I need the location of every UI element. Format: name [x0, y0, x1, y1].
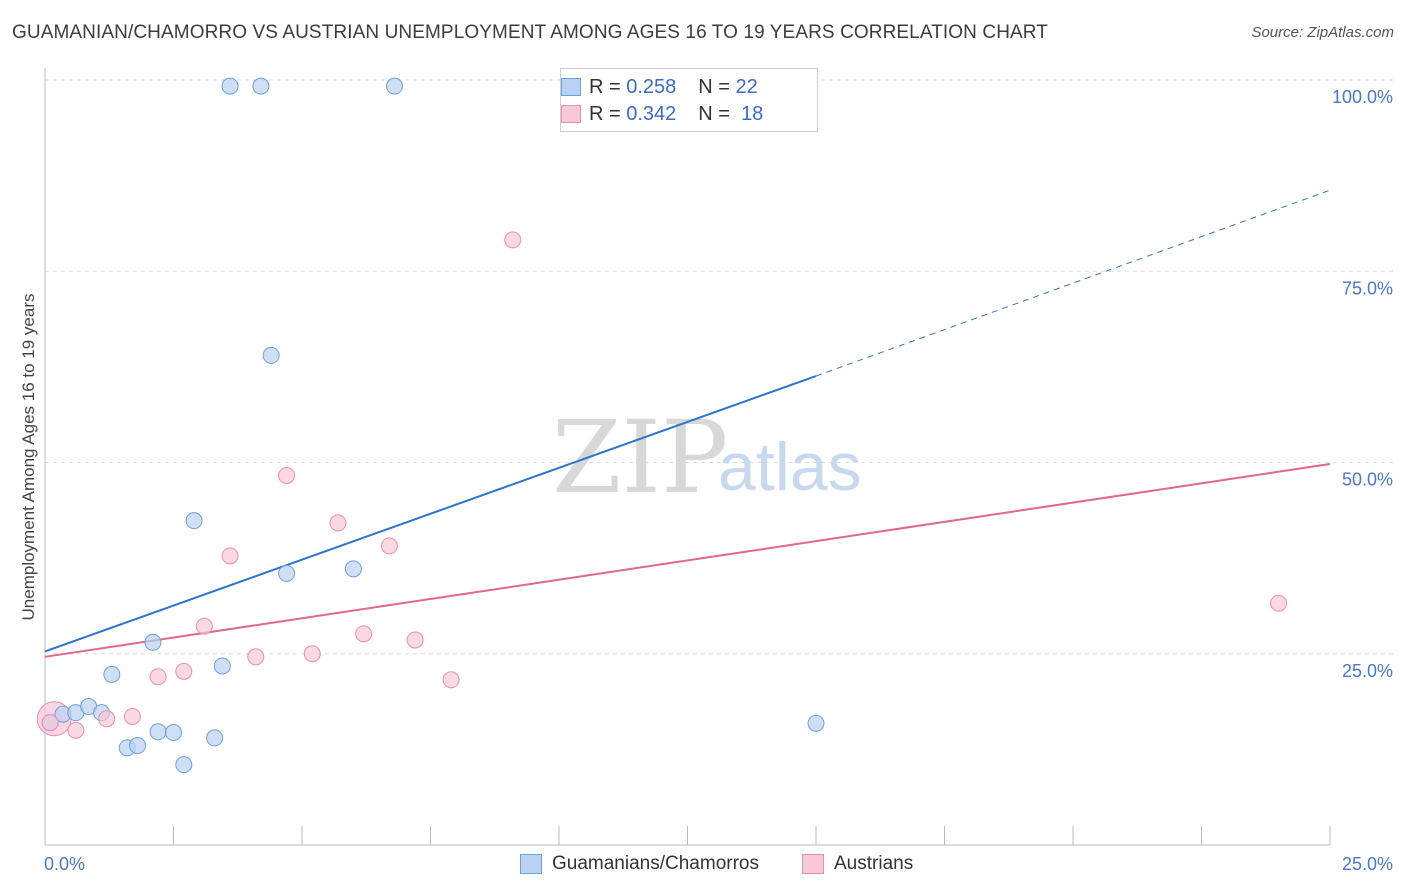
data-point-guamanians [386, 77, 404, 95]
trend-line-guamanians-extension [815, 189, 1331, 377]
data-point-guamanians [213, 657, 231, 675]
data-point-austrians [329, 514, 347, 532]
data-point-austrians [221, 547, 239, 565]
data-point-guamanians [262, 346, 280, 364]
data-point-guamanians [129, 737, 147, 755]
grid-lines [45, 79, 1395, 655]
data-point-guamanians [344, 560, 362, 578]
data-point-guamanians [221, 77, 239, 95]
legend-swatch-blue [561, 78, 581, 96]
x-tick-label: 25.0% [1342, 854, 1393, 874]
series-name-austrians: Austrians [834, 853, 914, 874]
data-point-austrians [504, 231, 522, 249]
y-tick-label: 50.0% [1342, 470, 1393, 490]
legend-n-label: N = [698, 75, 730, 98]
trend-lines [44, 189, 1331, 658]
y-tick-label: 25.0% [1342, 661, 1393, 681]
legend-n-label: N = [698, 102, 730, 125]
data-point-austrians [175, 662, 193, 680]
legend-row-guamanians: R = 0.258 N = 22 [561, 75, 758, 99]
data-point-austrians [1270, 594, 1288, 612]
legend-n-value: 22 [735, 75, 758, 98]
trend-line-guamanians [44, 375, 817, 653]
tick-labels: 25.0% 50.0% 75.0% 100.0% 0.0% 25.0% [44, 87, 1393, 874]
series-legend-guamanians: Guamanians/Chamorros [520, 851, 759, 877]
series-name-guamanians: Guamanians/Chamorros [552, 853, 759, 874]
data-point-guamanians [144, 633, 162, 651]
data-point-austrians [303, 645, 321, 663]
data-point-austrians [123, 707, 141, 725]
data-point-austrians [355, 625, 373, 643]
data-point-guamanians [175, 756, 193, 774]
source-label: Source: ZipAtlas.com [1251, 24, 1394, 41]
legend-r-label: R = [589, 102, 621, 125]
data-point-austrians [406, 631, 424, 649]
data-point-austrians [98, 710, 116, 728]
legend-r-value: 0.342 [626, 102, 677, 125]
data-point-austrians [247, 648, 265, 666]
series-swatch-pink [802, 854, 824, 874]
legend-row-austrians: R = 0.342 N = 18 [561, 102, 764, 126]
legend-r-value: 0.258 [626, 75, 677, 98]
data-point-guamanians [252, 77, 270, 95]
data-point-guamanians [165, 724, 182, 742]
series-legend-austrians: Austrians [802, 851, 913, 877]
data-point-guamanians [103, 665, 121, 683]
series-swatch-blue [520, 854, 542, 874]
chart-title: GUAMANIAN/CHAMORRO VS AUSTRIAN UNEMPLOYM… [12, 22, 1048, 43]
legend-n-value: 18 [741, 102, 764, 125]
data-point-guamanians [149, 723, 167, 741]
data-point-austrians [41, 714, 59, 732]
y-tick-label: 100.0% [1332, 87, 1393, 107]
data-point-guamanians [278, 564, 296, 582]
data-point-austrians [278, 467, 296, 485]
data-point-austrians [380, 537, 398, 555]
data-point-guamanians [206, 729, 224, 747]
data-point-austrians [195, 617, 213, 635]
x-tick-label: 0.0% [44, 854, 85, 874]
correlation-legend: R = 0.258 N = 22 R = 0.342 N = 18 [560, 68, 818, 132]
legend-r-label: R = [589, 75, 621, 98]
data-point-austrians [67, 721, 85, 739]
data-point-guamanians [185, 512, 203, 530]
data-point-austrians [149, 668, 167, 686]
y-axis-label: Unemployment Among Ages 16 to 19 years [19, 294, 38, 621]
watermark-atlas: atlas [718, 429, 862, 505]
data-point-guamanians [807, 714, 825, 732]
trend-line-austrians [44, 463, 1331, 658]
data-point-austrians [442, 671, 460, 689]
legend-swatch-pink [561, 105, 581, 123]
data-points [36, 77, 1288, 774]
y-tick-label: 75.0% [1342, 278, 1393, 298]
